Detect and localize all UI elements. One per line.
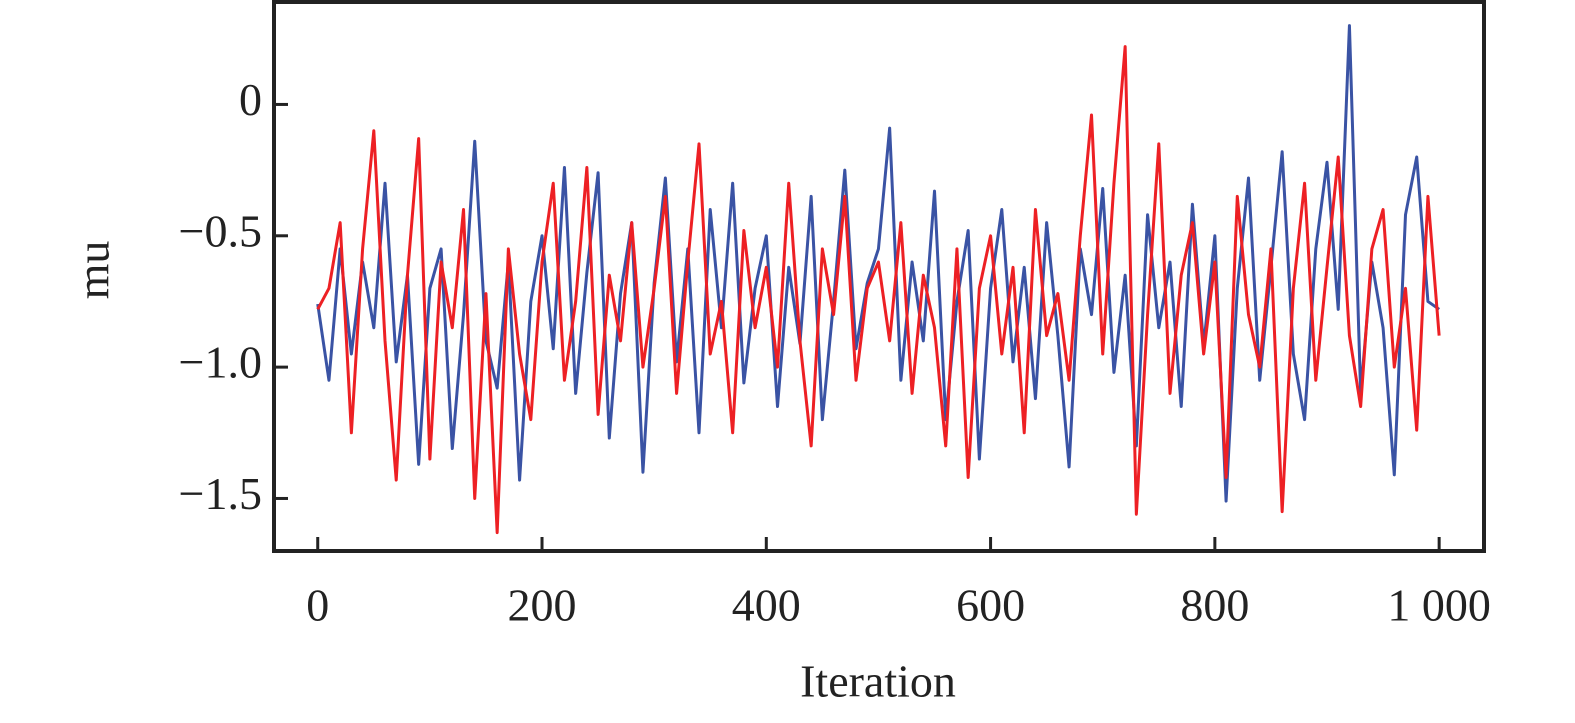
x-tick-label: 600: [956, 580, 1025, 631]
x-axis-label: Iteration: [800, 656, 956, 707]
x-tick-label: 400: [732, 580, 801, 631]
x-tick-label: 1 000: [1387, 580, 1491, 631]
y-tick-label: −1.0: [179, 337, 262, 388]
plot-frame: [272, 0, 1486, 553]
y-tick-label: 0: [239, 74, 262, 125]
y-tick-label: −1.5: [179, 468, 262, 519]
x-tick-label: 0: [306, 580, 329, 631]
x-tick-label: 200: [508, 580, 577, 631]
y-tick-label: −0.5: [179, 205, 262, 256]
trace-line: [316, 24, 1441, 503]
x-tick-label: 800: [1180, 580, 1249, 631]
y-axis-label: mu: [68, 241, 119, 300]
trace-line: [316, 45, 1441, 535]
